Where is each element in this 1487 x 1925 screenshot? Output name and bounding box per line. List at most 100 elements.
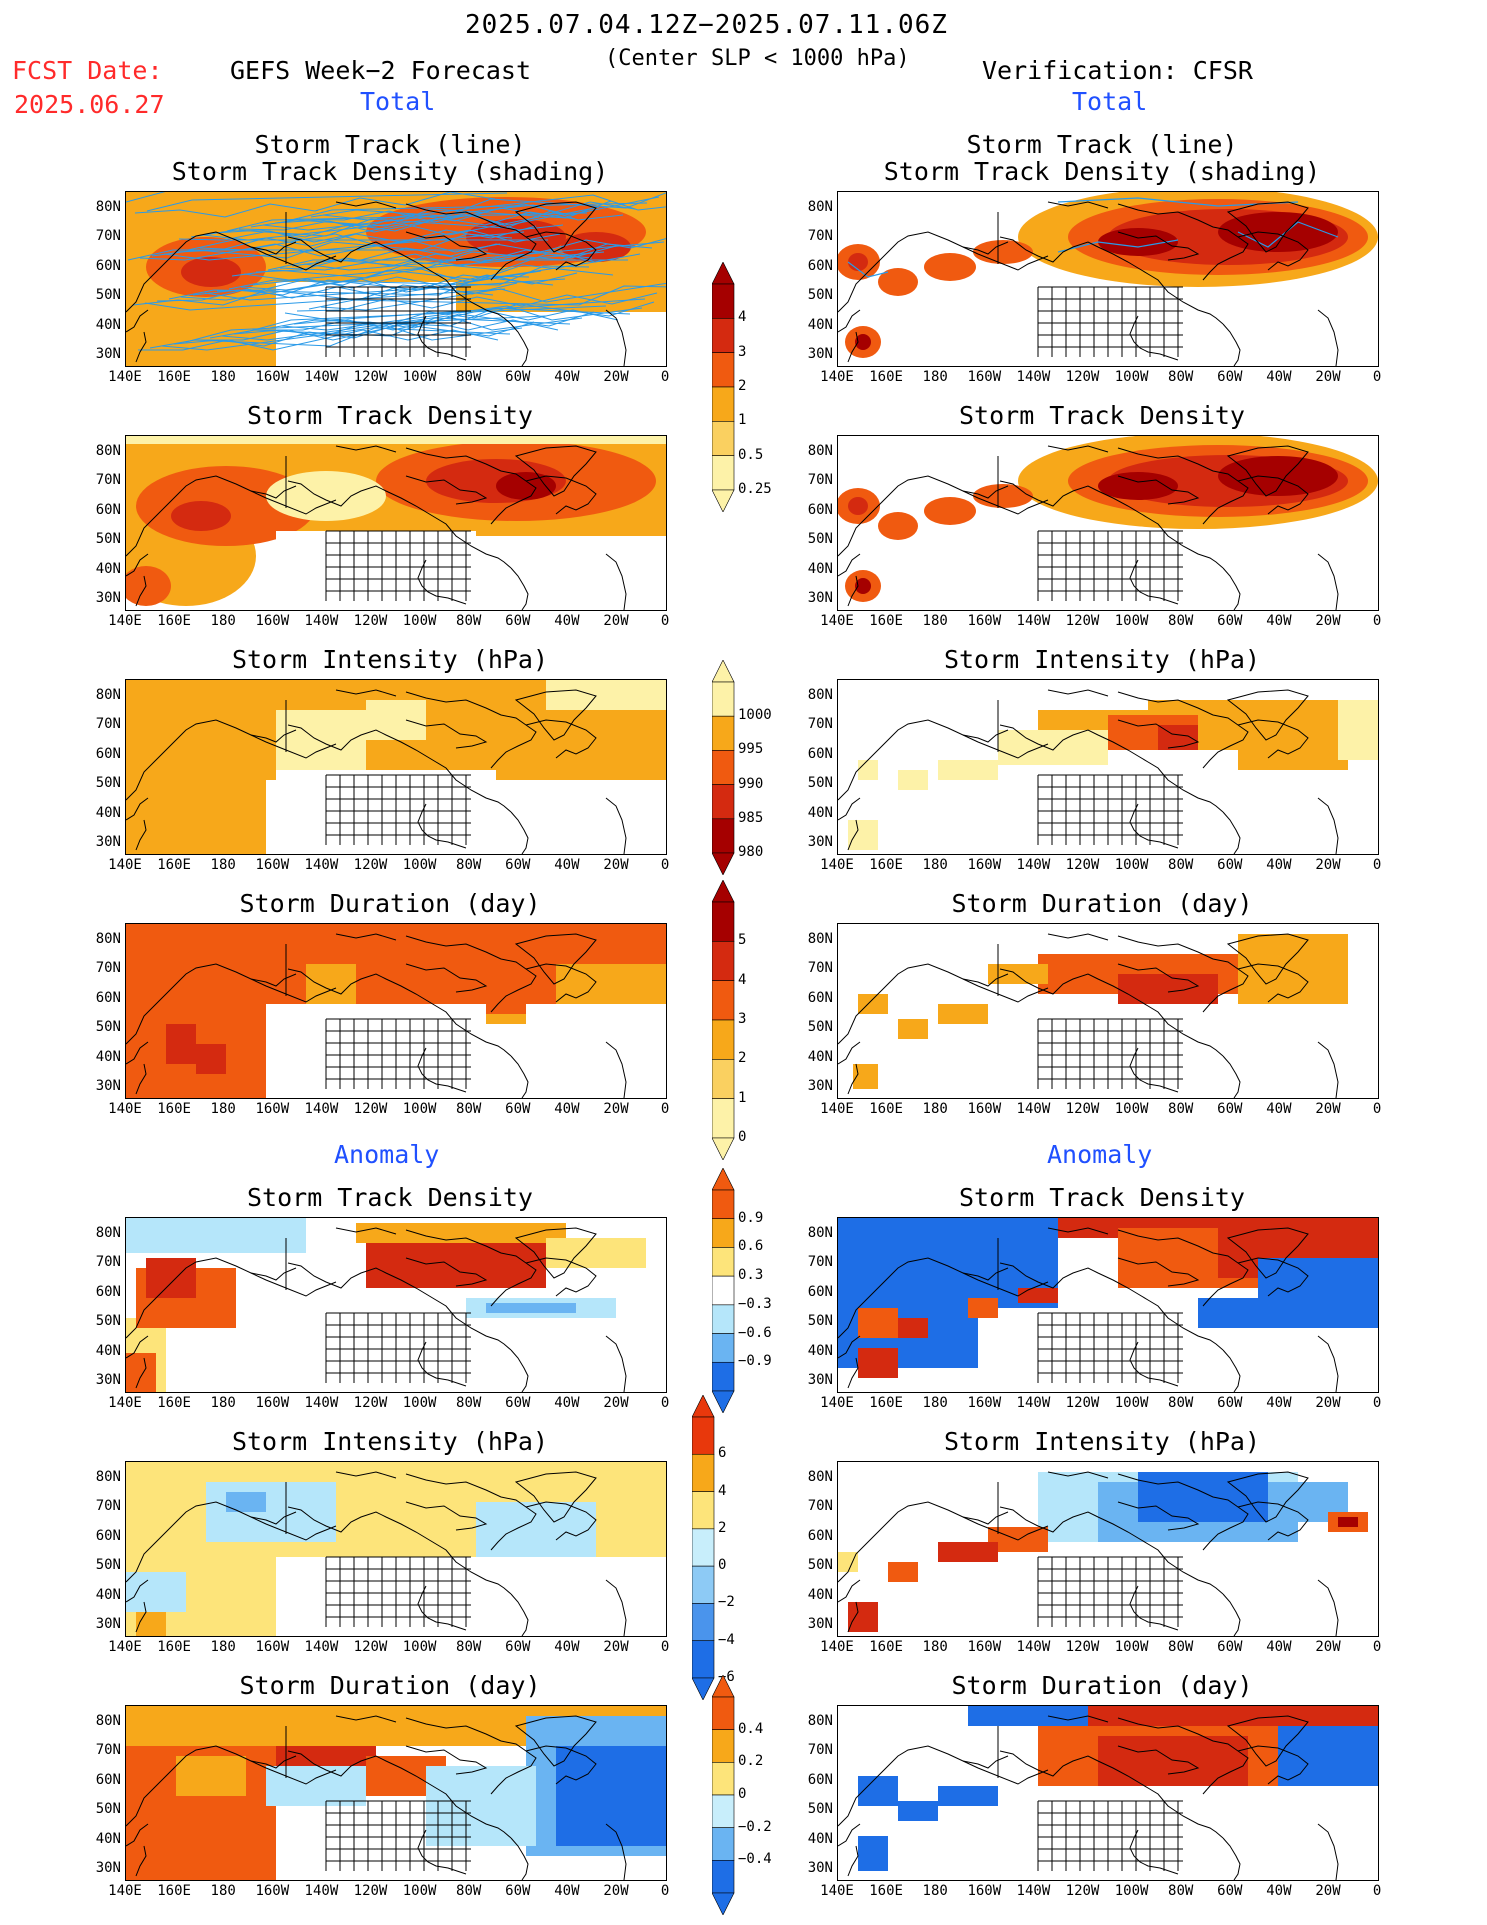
lat-tick-label: 40N xyxy=(95,316,121,333)
lat-tick-label: 60N xyxy=(807,501,833,518)
shade-cell xyxy=(496,780,666,854)
lon-tick-label: 160W xyxy=(255,369,290,385)
shade-cell xyxy=(1138,1472,1268,1522)
colorbar-segment xyxy=(712,1019,735,1060)
lat-tick-label: 70N xyxy=(95,472,121,489)
title-track-shading-left: Storm Track Density (shading) xyxy=(171,157,609,186)
right-anomaly-label: Anomaly xyxy=(1047,1140,1153,1169)
shading-layer xyxy=(126,1462,666,1636)
colorbar-tick-label: −0.9 xyxy=(738,1353,772,1370)
lon-tick-label: 140W xyxy=(1016,1639,1051,1655)
lon-tick-label: 120W xyxy=(353,857,388,873)
title-duration-right: Storm Duration (day) xyxy=(951,889,1253,918)
lon-tick-label: 180 xyxy=(922,613,948,629)
coastline-layer xyxy=(838,933,1339,1098)
colorbar-svg xyxy=(712,262,735,512)
coastline-layer xyxy=(126,1227,627,1392)
shade-cell xyxy=(1338,1517,1358,1527)
lon-tick-label: 60W xyxy=(505,1101,531,1117)
colorbar-segment xyxy=(712,318,735,353)
lat-tick-label: 40N xyxy=(807,560,833,577)
lon-tick-label: 100W xyxy=(1114,1883,1149,1899)
lon-tick-label: 160W xyxy=(255,1883,290,1899)
shading-layer xyxy=(838,436,1378,602)
colorbar-segment xyxy=(712,1304,735,1334)
lat-tick-label: 40N xyxy=(807,1048,833,1065)
lon-tick-label: 80W xyxy=(1168,369,1194,385)
shade-cell xyxy=(556,1746,666,1846)
storm-track-lines xyxy=(126,192,666,351)
lon-tick-label: 100W xyxy=(402,1639,437,1655)
right-total-label: Total xyxy=(1072,87,1148,116)
lat-tick-label: 40N xyxy=(95,804,121,821)
lon-tick-label: 140W xyxy=(1016,857,1051,873)
colorbar-tick-label: 0.9 xyxy=(738,1209,764,1226)
lon-tick-label: 180 xyxy=(210,1395,236,1411)
shade-cell xyxy=(848,1602,878,1632)
lat-tick-label: 60N xyxy=(807,1771,833,1788)
map-panel-verif-track-total xyxy=(837,191,1379,367)
colorbar-duration-total: 5 4 3 2 1 0 xyxy=(712,880,782,1160)
lon-tick-label: 80W xyxy=(456,857,482,873)
lon-tick-label: 80W xyxy=(456,1883,482,1899)
lon-tick-label: 100W xyxy=(402,1101,437,1117)
lon-tick-label: 180 xyxy=(922,857,948,873)
colorbar-segment xyxy=(712,681,735,717)
lon-tick-label: 140E xyxy=(108,1101,142,1117)
lat-tick-label: 50N xyxy=(807,775,833,792)
shade-cell xyxy=(858,1776,898,1806)
lat-tick-label: 70N xyxy=(95,1742,121,1759)
colorbar-segment xyxy=(712,750,735,785)
lon-tick-label: 160W xyxy=(255,1395,290,1411)
colorbar-tick-label: 990 xyxy=(738,775,764,792)
lon-tick-label: 100W xyxy=(1114,1395,1149,1411)
shade-cell xyxy=(998,730,1108,765)
colorbar-segment xyxy=(712,1361,735,1392)
lon-tick-label: 100W xyxy=(1114,1639,1149,1655)
state-borders xyxy=(285,1726,471,1871)
shade-cell xyxy=(276,1557,666,1636)
map-panel-fcst-duration-total xyxy=(125,923,667,1099)
lon-tick-label: 180 xyxy=(922,1639,948,1655)
shade-cell xyxy=(1018,1288,1058,1303)
lat-tick-label: 80N xyxy=(95,1225,121,1241)
shade-blob xyxy=(126,566,171,606)
lat-tick-label: 50N xyxy=(95,1801,121,1818)
lon-tick-label: 160W xyxy=(255,1639,290,1655)
lat-tick-label: 40N xyxy=(95,560,121,577)
lat-tick-label: 80N xyxy=(95,931,121,947)
shade-cell xyxy=(858,994,888,1014)
state-borders xyxy=(997,1726,1183,1871)
colorbar-segment xyxy=(712,980,735,1021)
map-panel-verif-duration-anom xyxy=(837,1705,1379,1881)
state-borders xyxy=(997,700,1183,845)
coastline-layer xyxy=(126,1471,627,1636)
colorbar-segment xyxy=(692,1603,715,1642)
colorbar-arrow-bottom xyxy=(712,1390,735,1413)
lon-tick-label: 180 xyxy=(922,1883,948,1899)
lon-tick-label: 60W xyxy=(1217,1395,1243,1411)
colorbar-tick-label: 4 xyxy=(738,971,747,988)
map-panel-verif-intensity-total xyxy=(837,679,1379,855)
lat-tick-label: 30N xyxy=(95,1372,121,1388)
colorbar-intensity-total: 1000 995 990 985 980 xyxy=(712,660,782,875)
shade-cell xyxy=(858,760,878,780)
lon-tick-label: 180 xyxy=(210,613,236,629)
lat-tick-label: 30N xyxy=(807,1372,833,1388)
colorbar-tick-label: 0 xyxy=(718,1557,727,1574)
shade-cell xyxy=(226,1492,266,1512)
shade-cell xyxy=(898,770,928,790)
lat-tick-label: 80N xyxy=(95,1469,121,1485)
colorbar-segment xyxy=(692,1528,715,1567)
map-panel-verif-duration-total xyxy=(837,923,1379,1099)
colorbar-tick-label: −0.4 xyxy=(738,1851,772,1868)
lon-tick-label: 120W xyxy=(353,1639,388,1655)
period-title: 2025.07.04.12Z−2025.07.11.06Z xyxy=(465,10,948,40)
lon-tick-label: 40W xyxy=(554,369,580,385)
lon-tick-label: 100W xyxy=(1114,857,1149,873)
lat-tick-label: 80N xyxy=(95,687,121,703)
shade-blob xyxy=(171,501,231,531)
lon-tick-label: 80W xyxy=(456,1101,482,1117)
shade-blob xyxy=(1218,456,1338,496)
shading-layer xyxy=(126,680,666,854)
